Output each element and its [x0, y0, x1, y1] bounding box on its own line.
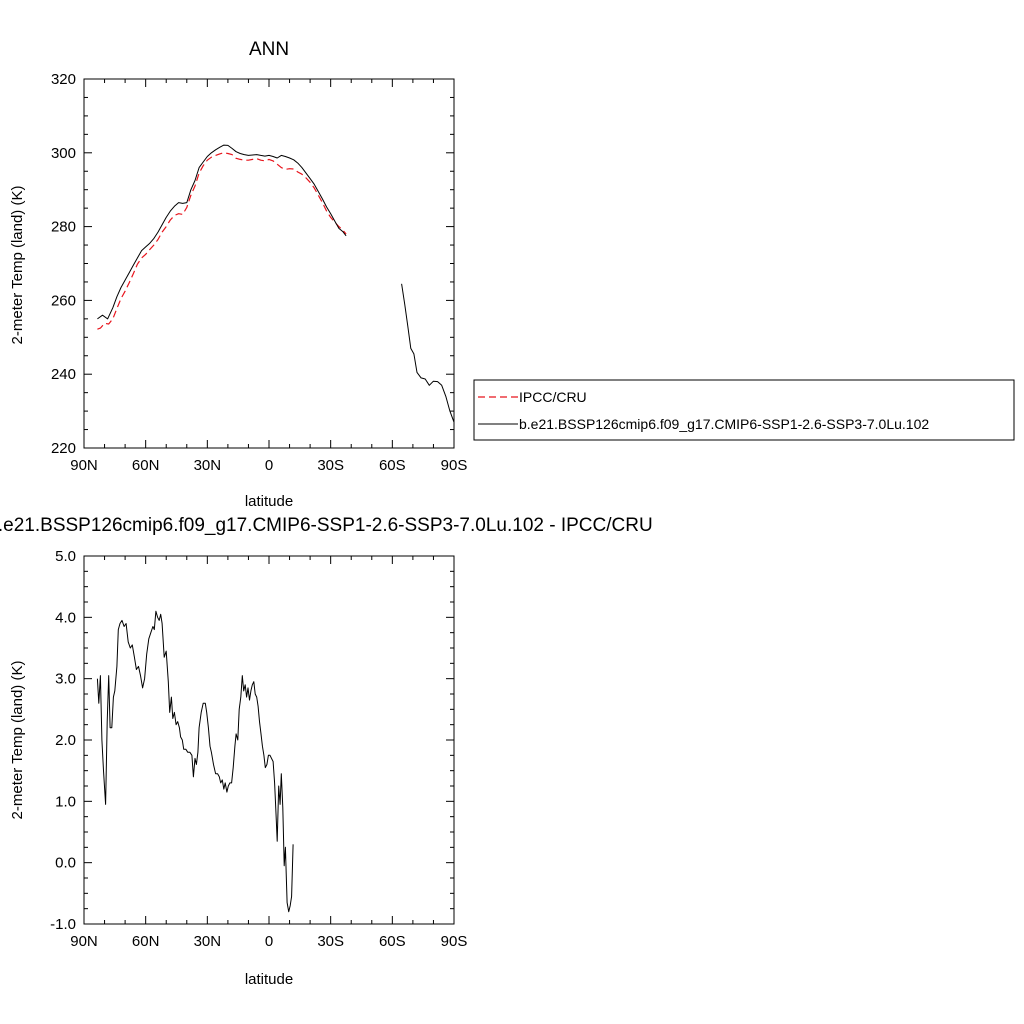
legend: IPCC/CRU b.e21.BSSP126cmip6.f09_g17.CMIP…: [473, 379, 1015, 441]
y-tick-label: 280: [51, 219, 76, 236]
plot-frame-bottom: [83, 555, 455, 925]
x-tick-label: 60N: [132, 933, 160, 950]
x-tick-label: 30S: [317, 457, 344, 474]
x-tick-label: 30N: [194, 933, 222, 950]
y-tick-label: 2.0: [55, 732, 76, 749]
x-tick-labels-bottom: 90N 60N 30N 0 30S 60S 90S: [70, 933, 467, 950]
y-axis-label-top: 2-meter Temp (land) (K): [9, 186, 26, 345]
chart-title-top: ANN: [249, 39, 289, 60]
y-tick-label: 260: [51, 292, 76, 309]
panel-bottom: b.e21.BSSP126cmip6.f09_g17.CMIP6-SSP1-2.…: [0, 515, 653, 988]
x-tick-label: 0: [265, 457, 273, 474]
y-tick-label: 1.0: [55, 793, 76, 810]
y-tick-label: 300: [51, 145, 76, 162]
x-tick-label: 30N: [194, 457, 222, 474]
x-tick-labels-top: 90N 60N 30N 0 30S 60S 90S: [70, 457, 467, 474]
tick-marks-bottom: [83, 555, 455, 925]
y-tick-label: 4.0: [55, 609, 76, 626]
y-tick-labels-top: 220 240 260 280 300 320: [51, 71, 76, 457]
x-axis-label-bottom: latitude: [245, 971, 293, 988]
series-line-top-1-seg0: [97, 144, 347, 320]
chart-title-bottom: b.e21.BSSP126cmip6.f09_g17.CMIP6-SSP1-2.…: [0, 515, 653, 536]
legend-label-ipcc-cru: IPCC/CRU: [519, 389, 587, 405]
x-tick-label: 90N: [70, 933, 98, 950]
x-tick-label: 60S: [379, 457, 406, 474]
plot-frame-top: [83, 78, 455, 449]
legend-box: [473, 379, 1015, 441]
x-axis-label-top: latitude: [245, 493, 293, 510]
x-tick-label: 60N: [132, 457, 160, 474]
x-tick-label: 60S: [379, 933, 406, 950]
y-tick-label: 5.0: [55, 548, 76, 565]
y-tick-label: 240: [51, 366, 76, 383]
series-layer-top: [97, 144, 455, 423]
panel-top: ANN 90N 60N 30N 0 30S 60S 90S 220 240 260 280 300 3…: [9, 39, 467, 510]
y-tick-label: 3.0: [55, 671, 76, 688]
series-line-top-0-seg0: [97, 152, 347, 330]
x-tick-label: 30S: [317, 933, 344, 950]
y-tick-labels-bottom: -1.0 0.0 1.0 2.0 3.0 4.0 5.0: [50, 548, 76, 933]
x-tick-label: 90S: [441, 457, 468, 474]
y-tick-label: -1.0: [50, 916, 76, 933]
series-layer-bottom: [96, 610, 294, 913]
legend-label-model: b.e21.BSSP126cmip6.f09_g17.CMIP6-SSP1-2.…: [519, 416, 929, 432]
x-tick-label: 90S: [441, 933, 468, 950]
x-tick-label: 0: [265, 933, 273, 950]
series-line-top-1-seg1: [401, 283, 455, 423]
tick-marks-top: [83, 78, 455, 449]
series-line-bottom-0-seg0: [96, 610, 294, 913]
y-tick-label: 220: [51, 440, 76, 457]
y-tick-label: 320: [51, 71, 76, 88]
x-tick-label: 90N: [70, 457, 98, 474]
y-tick-label: 0.0: [55, 855, 76, 872]
y-axis-label-bottom: 2-meter Temp (land) (K): [9, 661, 26, 820]
